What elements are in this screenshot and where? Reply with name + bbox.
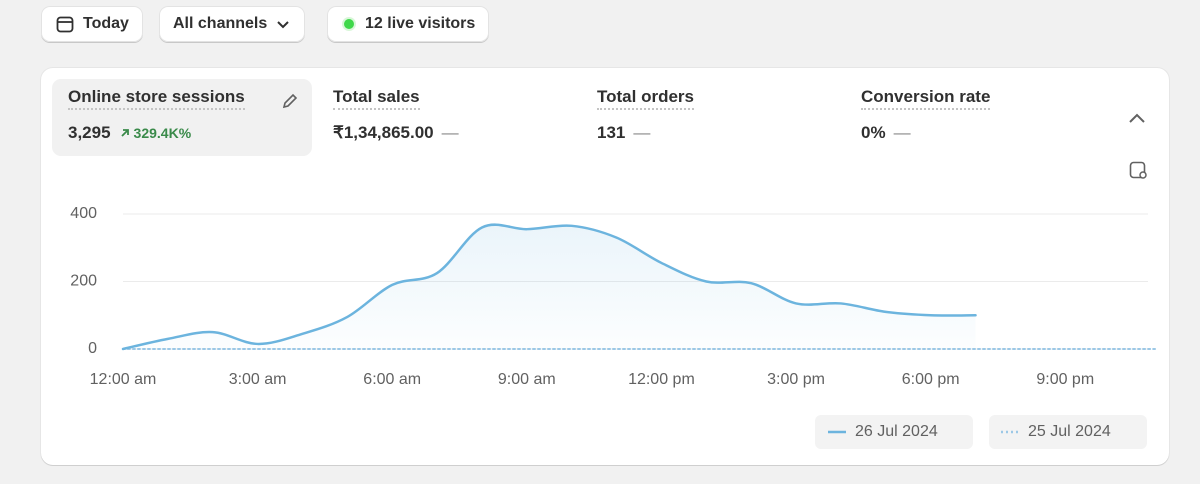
channel-button[interactable]: All channels bbox=[159, 6, 306, 42]
channel-label: All channels bbox=[173, 15, 268, 32]
x-tick-label: 3:00 am bbox=[229, 371, 287, 388]
metric-change: — bbox=[893, 123, 911, 142]
date-label: Today bbox=[83, 15, 129, 32]
y-tick-label: 0 bbox=[88, 340, 97, 357]
metric-label: Conversion rate bbox=[861, 87, 991, 110]
x-tick-label: 12:00 pm bbox=[628, 371, 695, 388]
area bbox=[123, 224, 976, 349]
metric-change: 329.4K% bbox=[133, 125, 192, 141]
calendar-icon bbox=[56, 16, 74, 33]
metric-tab[interactable]: Total orders 131 — bbox=[581, 79, 841, 156]
metric-tab[interactable]: Conversion rate 0% — bbox=[845, 79, 1105, 156]
metric-value: 131 bbox=[597, 123, 626, 142]
up-arrow bbox=[120, 129, 129, 137]
chart-options-icon[interactable] bbox=[1129, 161, 1147, 179]
y-tick-label: 400 bbox=[70, 205, 97, 222]
metric-change: — bbox=[441, 123, 459, 142]
legend-box[interactable] bbox=[989, 415, 1147, 449]
collapse-icon[interactable] bbox=[1129, 113, 1145, 123]
line bbox=[121, 223, 977, 351]
live-button[interactable]: 12 live visitors bbox=[327, 6, 490, 42]
metric-value: 0% bbox=[861, 123, 886, 142]
legend-label: 25 Jul 2024 bbox=[1028, 423, 1111, 440]
metric-change: — bbox=[633, 123, 651, 142]
metric-label: Total sales bbox=[333, 87, 420, 110]
live-dot bbox=[342, 17, 356, 31]
metric-label: Total orders bbox=[597, 87, 694, 110]
metric-value: ₹1,34,865.00 bbox=[333, 123, 434, 142]
x-tick-label: 9:00 pm bbox=[1036, 371, 1094, 388]
x-tick-label: 3:00 pm bbox=[767, 371, 825, 388]
live-label: 12 live visitors bbox=[365, 15, 476, 32]
metric-tab[interactable]: Online store sessions 3,295 329.4K% bbox=[52, 79, 312, 156]
card: Online store sessions 3,295 329.4K% Tota… bbox=[41, 68, 1169, 465]
y-tick-label: 200 bbox=[70, 273, 97, 290]
date-button[interactable]: Today bbox=[41, 6, 143, 42]
metric-tab[interactable]: Total sales ₹1,34,865.00 — bbox=[317, 79, 577, 156]
x-tick-label: 6:00 pm bbox=[902, 371, 960, 388]
x-tick-label: 6:00 am bbox=[363, 371, 421, 388]
chevron-down bbox=[277, 21, 289, 29]
legend-label: 26 Jul 2024 bbox=[855, 423, 938, 440]
x-tick-label: 9:00 am bbox=[498, 371, 556, 388]
metric-label: Online store sessions bbox=[68, 87, 245, 110]
edit-icon[interactable] bbox=[280, 91, 300, 111]
x-tick-label: 12:00 am bbox=[90, 371, 157, 388]
metric-value: 3,295 bbox=[68, 123, 111, 142]
legend-box[interactable] bbox=[815, 415, 973, 449]
